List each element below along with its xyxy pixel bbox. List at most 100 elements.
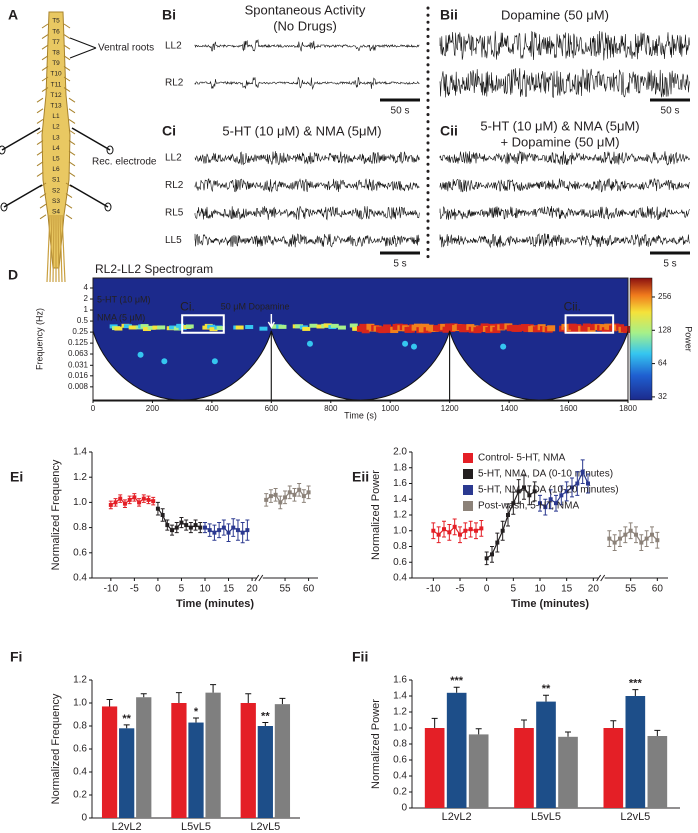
y-tick-label: 4 — [84, 283, 89, 292]
spectrogram-band — [235, 325, 244, 330]
y-tick-label: 1.2 — [73, 675, 87, 686]
data-point — [431, 528, 436, 533]
y-tick-label: 1.2 — [73, 472, 87, 483]
electrode — [69, 184, 109, 208]
trace — [439, 178, 690, 193]
y-tick-label: 1.0 — [393, 723, 407, 734]
root — [39, 203, 47, 209]
spectrogram-band — [142, 327, 151, 332]
cauda-equina — [46, 214, 51, 283]
data-point — [151, 499, 156, 504]
panel-title: 5-HT (10 μM) & NMA (5μM) — [222, 123, 381, 138]
data-point — [586, 481, 590, 486]
bar — [136, 697, 152, 818]
panel-title: (No Drugs) — [273, 18, 337, 33]
data-point — [570, 485, 574, 490]
spectrogram-band — [337, 325, 346, 330]
spectrogram-speck — [500, 343, 507, 350]
panel-title: + Dopamine (50 μM) — [500, 134, 619, 149]
vertebra-label: S2 — [52, 187, 60, 194]
data-point — [198, 525, 203, 530]
data-point — [221, 525, 226, 530]
spectrogram-band — [599, 324, 608, 331]
spectrogram-band — [123, 324, 132, 329]
data-point — [618, 536, 622, 541]
vertebra-label: T11 — [51, 81, 62, 88]
bar — [205, 692, 221, 818]
bar — [558, 736, 578, 808]
data-point — [506, 513, 510, 517]
root — [36, 108, 44, 114]
y-tick-label: 0.031 — [68, 360, 89, 369]
data-point — [292, 492, 297, 497]
series-line — [110, 496, 154, 506]
panel-label: Eii — [352, 469, 369, 485]
x-tick-label: 5 — [179, 584, 185, 595]
error-bar — [106, 699, 113, 707]
spectrogram-band — [442, 326, 451, 333]
root — [39, 214, 47, 220]
panel-title: Dopamine (50 μM) — [501, 7, 609, 22]
legend-swatch — [463, 453, 473, 463]
x-tick-label: 600 — [265, 404, 279, 413]
y-tick-label: 1.2 — [393, 707, 407, 718]
annotation: NMA (5 μM) — [97, 312, 145, 322]
y-tick-label: 1.6 — [393, 675, 407, 686]
spectrogram-band — [352, 326, 361, 331]
annotation: 50 μM Dopamine — [221, 301, 290, 311]
x-tick-label: 0 — [91, 404, 96, 413]
panel-title: 5-HT (10 μM) & NMA (5μM) — [480, 118, 639, 133]
bar — [468, 734, 489, 808]
data-point — [301, 494, 306, 499]
trace-label: LL5 — [165, 235, 182, 246]
electrode-tip — [104, 202, 112, 212]
y-tick-label: 0.008 — [68, 382, 89, 391]
significance-label: * — [194, 706, 199, 718]
axis-break — [596, 574, 606, 582]
electrode — [1, 127, 41, 151]
vertebra-label: T9 — [52, 60, 60, 67]
y-tick-label: 0.125 — [68, 338, 89, 347]
vertebra-label: L2 — [52, 124, 60, 131]
spectrogram-band — [295, 324, 304, 329]
spectrogram-band — [216, 326, 225, 331]
highlight-box — [181, 314, 225, 334]
data-point — [122, 501, 127, 506]
root — [63, 23, 71, 29]
y-tick-label: 0.8 — [73, 721, 87, 732]
data-point — [203, 525, 207, 530]
root — [41, 76, 49, 82]
error-bar — [279, 697, 286, 705]
spectrogram-band — [114, 326, 123, 331]
y-tick-label: 0.016 — [68, 371, 89, 380]
x-tick-label: 1800 — [619, 404, 637, 413]
y-tick-label: 0.6 — [393, 557, 407, 568]
panel-label: A — [8, 7, 18, 23]
error-bar — [475, 728, 482, 735]
data-point — [179, 520, 184, 525]
y-axis-label: Normalized Frequency — [50, 693, 62, 804]
spectrogram-band — [209, 327, 218, 332]
vertebra-label: T12 — [50, 92, 62, 99]
y-axis-label: Frequency (Hz) — [34, 308, 44, 370]
vertebra-label: T13 — [50, 103, 62, 110]
x-tick-label: 1600 — [560, 404, 578, 413]
y-tick-label: 1.6 — [393, 478, 407, 489]
root — [36, 118, 44, 124]
cauda-equina — [59, 214, 63, 283]
y-axis-label: Normalized Frequency — [50, 459, 62, 570]
data-point — [543, 505, 548, 510]
trace — [439, 30, 690, 61]
data-point — [655, 538, 660, 543]
data-point — [137, 500, 142, 505]
vertebra-label: T7 — [52, 39, 60, 46]
data-point — [436, 532, 441, 537]
data-point — [212, 530, 217, 535]
data-point — [490, 552, 494, 557]
data-point — [500, 528, 505, 533]
error-bar — [520, 719, 527, 728]
colorbar — [629, 277, 653, 401]
legend-label: 5-HT, NMA, DA (10-20 minutes) — [478, 485, 619, 496]
x-tick-label: 60 — [652, 584, 664, 595]
root — [36, 171, 44, 177]
